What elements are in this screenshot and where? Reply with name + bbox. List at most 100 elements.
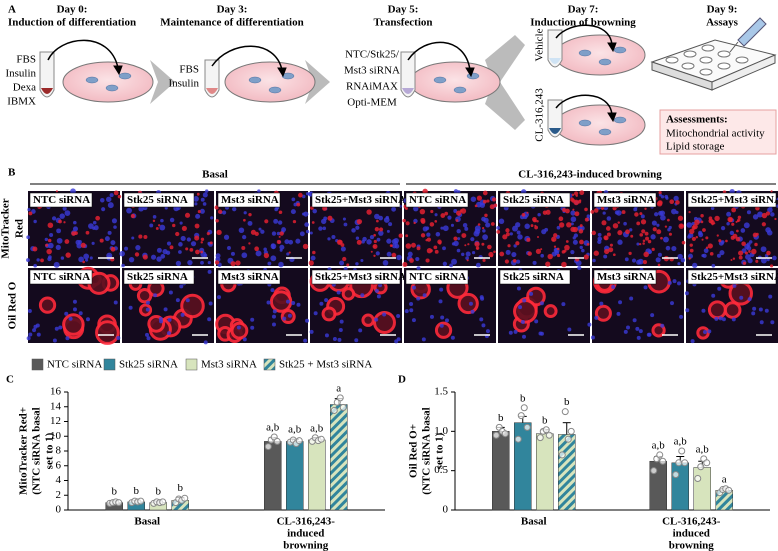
mito — [505, 228, 510, 233]
mito — [184, 212, 191, 218]
nucleus — [611, 284, 616, 289]
mito — [680, 224, 684, 228]
significance-letter: b — [564, 396, 570, 408]
nucleus — [286, 252, 290, 256]
nucleus — [355, 236, 360, 240]
mito — [605, 226, 611, 231]
column-label: Stk25 siRNA — [503, 194, 564, 206]
y-tick-label: 2 — [56, 489, 62, 501]
lipid — [230, 321, 249, 340]
nucleus — [26, 258, 30, 262]
mito — [731, 207, 737, 213]
mito — [766, 250, 771, 256]
mito — [185, 247, 189, 251]
image-label-box — [593, 269, 657, 285]
micrograph: Stk25+Mst3 siRNA — [308, 191, 406, 267]
mito — [660, 236, 663, 240]
y-tick-label: 0 — [56, 504, 62, 516]
nucleus — [205, 189, 209, 193]
nucleus — [692, 262, 698, 269]
mito — [526, 237, 531, 242]
nucleus — [163, 307, 168, 312]
mito — [138, 234, 143, 239]
nucleus — [343, 222, 348, 227]
nucleus — [271, 231, 277, 236]
mito — [47, 222, 54, 229]
bar — [308, 439, 326, 511]
row-label: MitoTracker — [0, 198, 12, 258]
mito — [200, 241, 203, 244]
nucleus — [485, 329, 490, 334]
nucleus — [200, 260, 204, 265]
nucleus — [386, 229, 390, 233]
mito — [209, 241, 213, 245]
nucleus — [732, 283, 737, 288]
mito — [482, 227, 485, 230]
nucleus — [167, 317, 172, 322]
mito — [504, 259, 510, 264]
legend-label: Stk25 siRNA — [119, 359, 178, 371]
mito — [584, 217, 589, 222]
bar — [693, 467, 711, 511]
data-point — [137, 497, 145, 505]
nucleus — [440, 315, 445, 320]
mito — [189, 247, 194, 252]
nucleus — [360, 293, 365, 298]
y-axis-label: (NTC siRNA basal — [31, 407, 43, 494]
mito — [572, 208, 575, 211]
mito — [130, 213, 136, 219]
nucleus — [513, 329, 518, 334]
mito — [535, 248, 542, 254]
data-point — [703, 459, 711, 467]
mito — [761, 212, 768, 219]
mito — [689, 248, 694, 253]
mito — [604, 235, 609, 241]
nucleus — [386, 251, 392, 257]
mito — [577, 199, 582, 204]
mito — [658, 190, 662, 195]
mito — [558, 222, 565, 228]
nucleus — [32, 328, 37, 333]
nucleus — [116, 336, 121, 341]
mito — [688, 257, 691, 260]
x-tick-label: induced — [673, 528, 710, 540]
bar — [286, 441, 304, 511]
nucleus — [561, 302, 566, 307]
nucleus — [573, 233, 579, 238]
nucleus — [215, 253, 221, 259]
nucleus — [168, 290, 173, 295]
nucleus — [51, 216, 57, 221]
nucleus — [710, 206, 715, 211]
nucleus — [629, 296, 634, 301]
nucleus — [321, 218, 327, 225]
nucleus — [106, 196, 112, 203]
column-label: NTC siRNA — [33, 194, 90, 206]
nucleus — [293, 202, 298, 207]
nucleus — [481, 323, 486, 328]
mito — [583, 254, 589, 260]
mito — [426, 248, 433, 254]
nucleus — [759, 320, 764, 325]
mito — [477, 223, 481, 226]
mito — [175, 231, 180, 237]
mito — [493, 250, 496, 254]
mito — [197, 210, 201, 214]
nucleus — [476, 201, 482, 208]
nucleus — [394, 339, 399, 344]
nucleus — [671, 245, 677, 252]
nucleus — [250, 325, 255, 330]
nucleus — [324, 298, 329, 303]
mito — [194, 223, 200, 229]
mito — [664, 225, 668, 228]
day-label: Day 9: — [707, 4, 738, 16]
mito — [194, 235, 200, 241]
nucleus — [393, 237, 399, 244]
nucleus — [439, 323, 444, 328]
mito — [405, 234, 409, 238]
mito — [467, 243, 470, 246]
nucleus — [470, 237, 475, 242]
image-label-box — [123, 192, 195, 208]
mito — [99, 238, 104, 243]
nucleus — [299, 231, 305, 237]
mito — [356, 239, 362, 245]
